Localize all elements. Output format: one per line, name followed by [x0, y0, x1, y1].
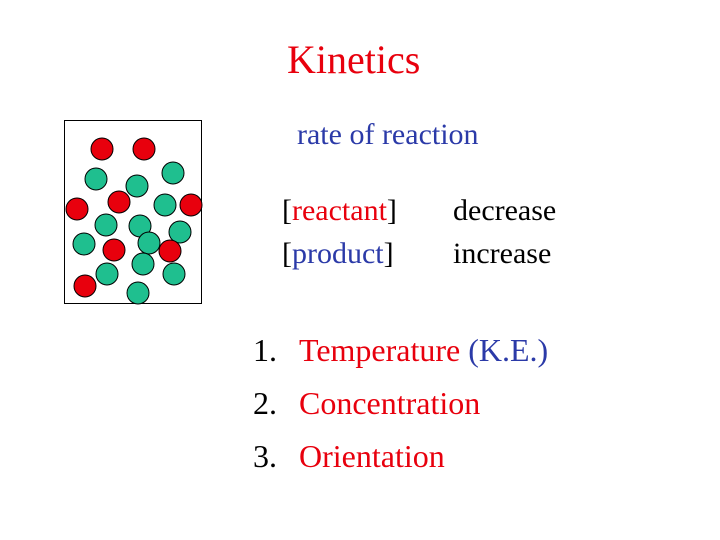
reactant-molecule	[158, 239, 182, 263]
product-molecule	[95, 262, 119, 286]
product-word: product	[292, 237, 384, 270]
product-molecule	[72, 232, 96, 256]
factor-label: Concentration	[299, 385, 481, 421]
reactant-molecule	[65, 197, 89, 221]
reaction-vessel	[64, 120, 202, 304]
product-molecule	[161, 161, 185, 185]
product-molecule	[126, 281, 150, 305]
factor-item: 2. Concentration	[253, 385, 481, 421]
factor-item: 3. Orientation	[253, 438, 445, 474]
reactant-molecule	[73, 274, 97, 298]
reactant-molecule	[107, 190, 131, 214]
product-trend: increase	[453, 237, 552, 270]
product-molecule	[125, 174, 149, 198]
reactant-word: reactant	[292, 194, 387, 227]
product-molecule	[84, 167, 108, 191]
factor-list: 1. Temperature (K.E.) 2. Concentration 3. O…	[253, 324, 548, 483]
product-molecule	[94, 213, 118, 237]
slide-title: Kinetics	[287, 37, 421, 82]
product-concentration-label: [product]	[282, 237, 394, 270]
reactant-concentration-label: [reactant]	[282, 194, 397, 227]
product-molecule	[137, 231, 161, 255]
reactant-molecule	[132, 137, 156, 161]
factor-label: Temperature	[299, 332, 461, 368]
reactant-molecule	[90, 137, 114, 161]
factor-label: Orientation	[299, 438, 445, 474]
product-molecule	[131, 252, 155, 276]
product-molecule	[162, 262, 186, 286]
reactant-molecule	[102, 238, 126, 262]
product-molecule	[153, 193, 177, 217]
factor-detail: (K.E.)	[460, 332, 549, 368]
reactant-trend: decrease	[453, 194, 557, 227]
slide-subtitle: rate of reaction	[297, 118, 479, 151]
factor-item: 1. Temperature (K.E.)	[253, 332, 549, 368]
product-molecule	[168, 220, 192, 244]
reactant-molecule	[179, 193, 203, 217]
